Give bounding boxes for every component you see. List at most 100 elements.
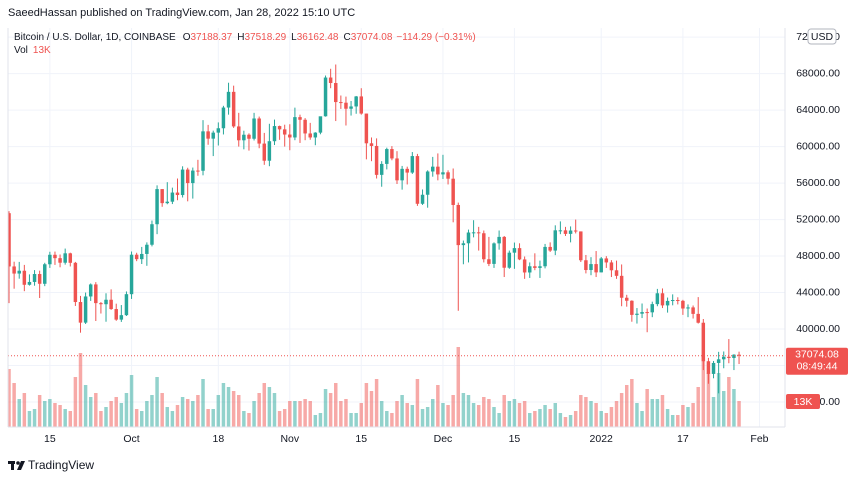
candle-body <box>487 259 491 264</box>
x-tick-label: 17 <box>677 433 689 445</box>
candle-body <box>538 266 542 268</box>
volume-bar <box>732 389 736 427</box>
candle-body <box>334 83 338 103</box>
candle-body <box>522 259 527 273</box>
grid <box>8 28 785 427</box>
volume-bar <box>553 403 558 427</box>
volume-bar <box>262 383 267 427</box>
logo-dot <box>16 461 20 465</box>
candle-body <box>257 118 261 144</box>
volume-bar <box>676 415 680 427</box>
candle-body <box>109 299 113 310</box>
volume-bar <box>17 399 21 427</box>
candle-body <box>548 246 552 251</box>
candle-body <box>349 106 353 109</box>
candle-body <box>476 232 481 234</box>
last-price-label: 37074.08 <box>795 349 839 361</box>
volume-bar <box>272 393 277 427</box>
volume-bar <box>48 399 52 427</box>
candle-body <box>558 230 563 232</box>
candle-body <box>22 270 27 285</box>
candle-body <box>63 253 67 263</box>
volume-bar <box>415 379 420 427</box>
y-tick-label: 64000.00 <box>796 104 840 116</box>
candle-body <box>379 163 384 175</box>
volume-bar <box>63 409 67 427</box>
volume-tag <box>786 394 820 409</box>
ohlc-label: C <box>343 32 350 43</box>
candle-body <box>431 166 435 172</box>
volume-bar <box>400 395 404 427</box>
volume-bar <box>160 393 164 427</box>
volume-bar <box>73 377 78 427</box>
candle-body <box>681 300 685 309</box>
candle-body <box>425 171 430 195</box>
volume-bar <box>155 377 159 427</box>
volume-bar <box>548 409 552 427</box>
volume-bar <box>53 403 57 427</box>
volume-bar <box>318 413 323 427</box>
volume-bar <box>12 383 16 427</box>
candle-body <box>655 293 660 305</box>
candle-body <box>94 284 98 304</box>
volume-bar <box>604 413 609 427</box>
candle-body <box>456 204 461 246</box>
candle-body <box>53 254 57 259</box>
candle-body <box>104 299 108 305</box>
ohlc-label: L <box>291 32 297 43</box>
candle-body <box>512 248 517 253</box>
candle-body <box>145 244 149 254</box>
y-tick-label: 52000.00 <box>796 213 840 225</box>
candle-body <box>471 232 476 234</box>
volume-bar <box>660 395 665 427</box>
candle-body <box>231 91 236 127</box>
x-tick-label: Oct <box>123 433 139 445</box>
volume-bar <box>625 385 629 427</box>
volume-bar <box>211 409 215 427</box>
volume-name: Vol <box>14 45 28 56</box>
volume-bar <box>594 403 598 427</box>
candle-body <box>420 194 425 204</box>
volume-bar <box>395 401 399 427</box>
volume-bar <box>298 401 302 427</box>
volume-bar <box>584 397 588 427</box>
candle-body <box>635 313 639 315</box>
y-tick-label: 68000.00 <box>796 67 840 79</box>
candle-body <box>691 307 695 314</box>
volume-bar <box>58 405 62 427</box>
volume-bar <box>37 395 42 427</box>
candle-body <box>221 107 226 129</box>
candle-body <box>88 284 93 297</box>
candle-body <box>196 170 200 172</box>
volume-bar <box>686 407 690 427</box>
candle-body <box>303 119 307 134</box>
volume-bar <box>716 373 721 427</box>
volume-bar <box>94 393 98 427</box>
volume-bar <box>737 401 741 427</box>
volume-bar <box>88 397 93 427</box>
candle-body <box>43 264 47 284</box>
volume-bar <box>267 387 272 427</box>
volume-bar <box>78 353 83 427</box>
candle-body <box>436 166 440 175</box>
y-tick-label: 56000.00 <box>796 177 840 189</box>
volume-bar <box>665 409 670 427</box>
volume-bar <box>22 393 27 427</box>
candle-body <box>206 131 210 139</box>
candle-body <box>8 213 11 267</box>
volume-tag-label: 13K <box>794 396 813 408</box>
candle-body <box>262 143 267 161</box>
candle-body <box>722 356 726 360</box>
volume-bar <box>722 391 726 427</box>
candle-body <box>364 113 369 144</box>
candle-body <box>446 172 450 179</box>
attribution: SaeedHassan published on TradingView.com… <box>8 7 355 19</box>
volume-bar <box>502 395 506 427</box>
volume-bar <box>288 401 292 427</box>
volume-bar <box>359 403 364 427</box>
volume-bar <box>645 389 649 427</box>
volume-bar <box>410 405 415 427</box>
candle-body <box>313 132 318 138</box>
